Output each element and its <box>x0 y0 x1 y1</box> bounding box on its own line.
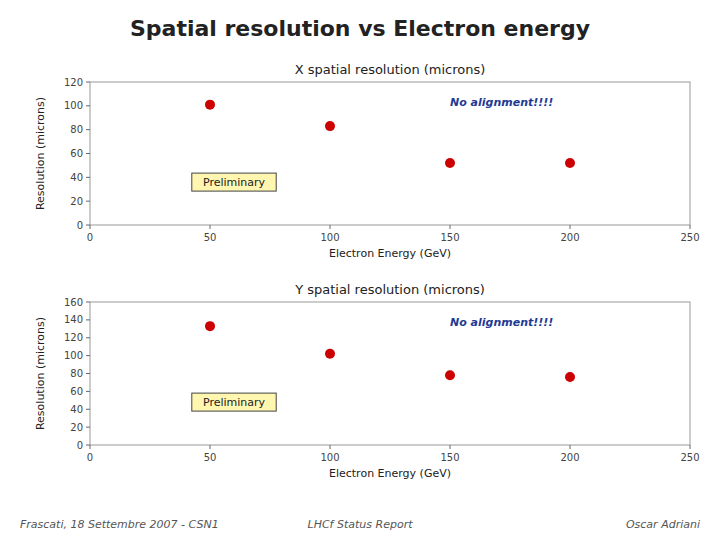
annotation-box <box>192 393 276 411</box>
footer-text: LHCf Status Report <box>308 518 414 531</box>
y-tick <box>86 337 90 338</box>
scatter-point <box>565 372 575 382</box>
footer-text: Oscar Adriani <box>626 518 700 531</box>
y-tick <box>86 153 90 154</box>
x-tick-label: 50 <box>204 452 217 463</box>
y-tick <box>86 409 90 410</box>
background <box>0 0 720 540</box>
annotation: No alignment!!!! <box>450 316 553 329</box>
y-tick-label: 80 <box>70 368 83 379</box>
annotation: Preliminary <box>203 396 266 409</box>
points <box>205 321 575 382</box>
y-tick <box>86 129 90 130</box>
y-tick <box>86 105 90 106</box>
x-axis-label: Electron Energy (GeV) <box>329 467 451 480</box>
scatter-point <box>565 158 575 168</box>
annotation-box <box>192 173 276 191</box>
x-axis-label: Electron Energy (GeV) <box>329 247 451 260</box>
y-tick <box>86 445 90 446</box>
scatter-point <box>445 158 455 168</box>
y-axis-label: Resolution (microns) <box>34 317 47 430</box>
chart-root: Spatial resolution vs Electron energy Fra… <box>0 0 720 540</box>
x-tick <box>210 445 211 449</box>
x-tick-label: 150 <box>440 232 459 243</box>
x-tick-label: 0 <box>87 452 93 463</box>
y-axis-label: Resolution (microns) <box>34 97 47 210</box>
y-tick <box>86 427 90 428</box>
x-tick <box>570 445 571 449</box>
x-tick <box>450 225 451 229</box>
y-tick-label: 20 <box>70 422 83 433</box>
x-tick-label: 200 <box>560 452 579 463</box>
y-tick-label: 20 <box>70 196 83 207</box>
y-tick-label: 160 <box>64 297 83 308</box>
x-tick-label: 250 <box>680 232 699 243</box>
scatter-point <box>445 370 455 380</box>
y-tick <box>86 201 90 202</box>
x-tick <box>210 225 211 229</box>
y-tick-label: 120 <box>64 77 83 88</box>
scatter-point <box>325 121 335 131</box>
x-tick-label: 100 <box>320 232 339 243</box>
x-tick <box>690 225 691 229</box>
y-tick-label: 0 <box>77 440 83 451</box>
x-tick <box>450 445 451 449</box>
scatter-point <box>205 321 215 331</box>
plot-area <box>90 82 690 225</box>
y-tick-label: 120 <box>64 332 83 343</box>
subplot-title: X spatial resolution (microns) <box>295 62 486 77</box>
figure-title: Spatial resolution vs Electron energy <box>130 16 590 41</box>
subplot: Y spatial resolution (microns) 0 50 100 150 2… <box>34 282 700 480</box>
x-tick-label: 150 <box>440 452 459 463</box>
y-tick-label: 60 <box>70 386 83 397</box>
y-tick <box>86 177 90 178</box>
x-tick-label: 250 <box>680 452 699 463</box>
x-tick-label: 0 <box>87 232 93 243</box>
y-tick-label: 80 <box>70 124 83 135</box>
y-tick-label: 100 <box>64 100 83 111</box>
x-tick <box>330 445 331 449</box>
plot-area <box>90 302 690 445</box>
x-tick <box>570 225 571 229</box>
y-tick-label: 100 <box>64 350 83 361</box>
y-tick <box>86 82 90 83</box>
x-tick-label: 50 <box>204 232 217 243</box>
annotation: Preliminary <box>203 176 266 189</box>
subplot-title: Y spatial resolution (microns) <box>294 282 485 297</box>
scatter-point <box>325 349 335 359</box>
annotation: No alignment!!!! <box>450 96 553 109</box>
scatter-point <box>205 100 215 110</box>
x-tick-label: 100 <box>320 452 339 463</box>
y-tick <box>86 373 90 374</box>
points <box>205 100 575 168</box>
footer-text: Frascati, 18 Settembre 2007 - CSN1 <box>20 518 219 531</box>
y-tick-label: 0 <box>77 220 83 231</box>
y-tick <box>86 355 90 356</box>
subplot: X spatial resolution (microns) 0 50 100 150 2… <box>34 62 700 260</box>
y-tick <box>86 319 90 320</box>
y-tick-label: 40 <box>70 404 83 415</box>
x-tick-label: 200 <box>560 232 579 243</box>
x-tick <box>330 225 331 229</box>
x-tick <box>690 445 691 449</box>
y-tick <box>86 225 90 226</box>
y-tick <box>86 302 90 303</box>
y-tick-label: 60 <box>70 148 83 159</box>
y-tick <box>86 391 90 392</box>
y-tick-label: 140 <box>64 314 83 325</box>
x-tick <box>90 225 91 229</box>
y-tick-label: 40 <box>70 172 83 183</box>
x-tick <box>90 445 91 449</box>
